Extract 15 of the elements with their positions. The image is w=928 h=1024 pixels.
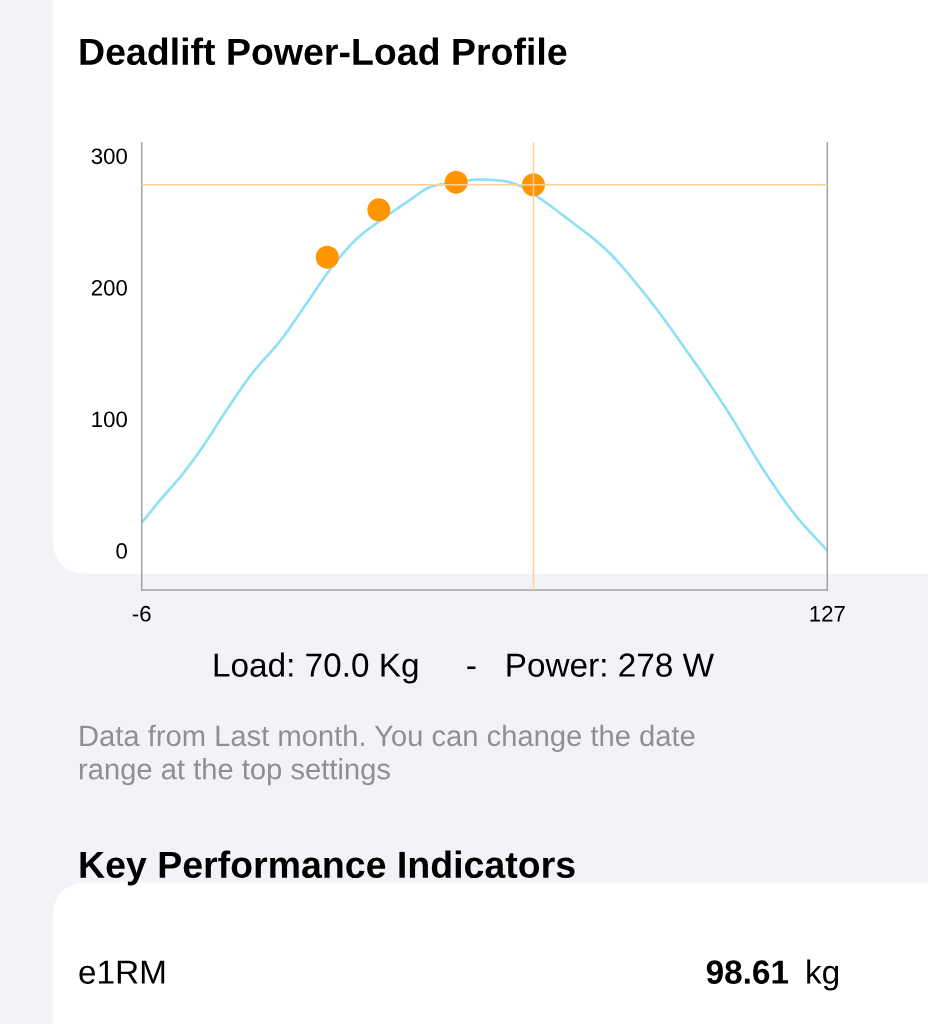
- y-tick-label: 200: [91, 279, 127, 296]
- text: Load: 70.0 Kg - Power: 278 W: [214, 652, 714, 684]
- x-tick-label: 127: [810, 605, 845, 622]
- point: [315, 245, 339, 269]
- point: [367, 198, 391, 222]
- text: Key Performance Indicators: [80, 850, 575, 886]
- text: Data from Last month. You can change the date range at the top settings: [79, 724, 695, 786]
- y-tick-label: 100: [92, 411, 127, 428]
- text: kg: [807, 959, 839, 991]
- y-tick-label: 0: [116, 543, 127, 559]
- chart-title: Deadlift Power-Load Profile: [80, 37, 567, 66]
- y-tick-label: 300: [91, 148, 127, 165]
- x-tick-label: -6: [132, 605, 151, 622]
- text: 98.61: [706, 960, 789, 984]
- text: e1RM: [79, 960, 165, 984]
